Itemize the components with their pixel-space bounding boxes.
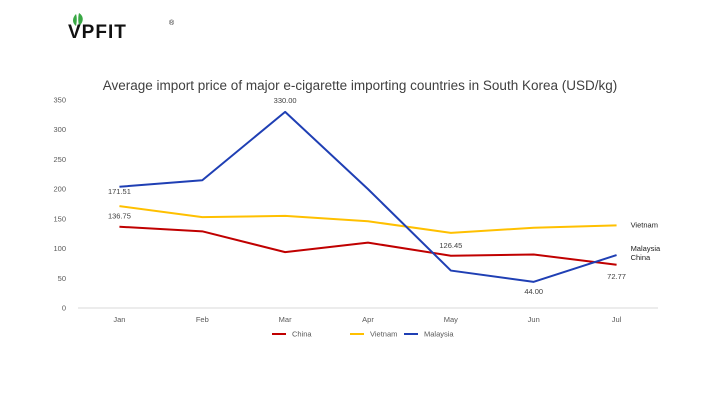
y-tick-label: 250 (53, 155, 66, 164)
y-tick-label: 100 (53, 244, 66, 253)
y-tick-label: 0 (62, 304, 66, 313)
x-axis: Jan Feb Mar Apr May Jun Jul (113, 315, 621, 324)
x-tick-label: Mar (279, 315, 292, 324)
data-label: 72.77 (607, 272, 626, 281)
y-tick-label: 150 (53, 214, 66, 223)
x-tick-label: Jul (612, 315, 622, 324)
data-labels: 171.51 136.75 330.00 126.45 44.00 72.77 (108, 96, 626, 296)
data-label: 126.45 (439, 241, 462, 250)
y-tick-label: 50 (58, 274, 66, 283)
x-tick-label: Apr (362, 315, 374, 324)
x-tick-label: Jun (528, 315, 540, 324)
legend: China Vietnam Malaysia (272, 330, 454, 339)
y-axis: 0 50 100 150 200 250 300 350 (53, 96, 66, 313)
legend-label-china: China (292, 330, 312, 339)
x-tick-label: Jan (113, 315, 125, 324)
x-tick-label: Feb (196, 315, 209, 324)
series-end-label-malaysia: Malaysia (631, 244, 661, 253)
series-line-china (119, 225, 617, 266)
data-label: 171.51 (108, 187, 131, 196)
legend-label-vietnam: Vietnam (370, 330, 397, 339)
series-line-vietnam (119, 205, 617, 234)
brand-logo-text: VPFIT (68, 22, 127, 43)
data-label: 330.00 (274, 96, 297, 105)
series-end-label-china: China (631, 253, 651, 262)
y-tick-label: 350 (53, 96, 66, 105)
y-tick-label: 200 (53, 185, 66, 194)
brand-registered-mark: ® (169, 19, 175, 27)
series-lines (119, 110, 617, 283)
chart-title: Average import price of major e-cigarett… (102, 78, 618, 93)
brand-logo-mark: VPFIT ® (68, 13, 175, 43)
data-label: 44.00 (524, 287, 543, 296)
data-label: 136.75 (108, 212, 131, 221)
y-tick-label: 300 (53, 125, 66, 134)
x-tick-label: May (444, 315, 458, 324)
legend-label-malaysia: Malaysia (424, 330, 454, 339)
brand-logo: VPFIT ® (66, 8, 186, 44)
series-line-malaysia (119, 110, 617, 283)
series-end-label-vietnam: Vietnam (631, 220, 658, 229)
